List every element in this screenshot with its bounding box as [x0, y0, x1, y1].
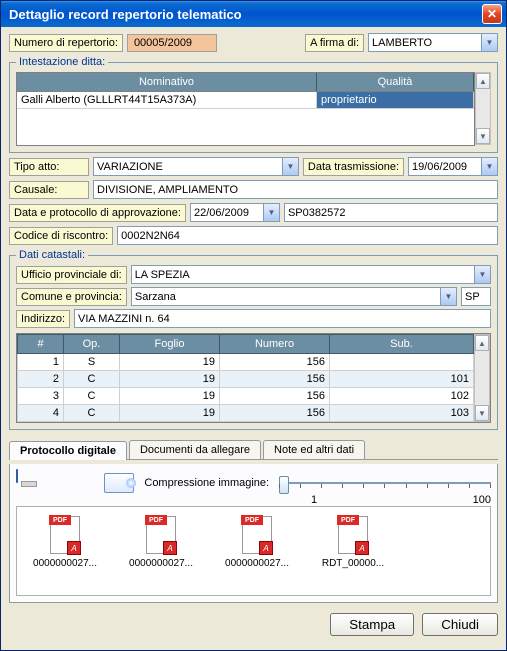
data-prot-num: SP0382572	[288, 207, 346, 219]
provincia-field[interactable]: SP	[461, 287, 491, 306]
compression-slider[interactable]	[279, 474, 491, 492]
scroll-up-icon[interactable]: ▲	[476, 73, 490, 89]
slider-max: 100	[473, 494, 491, 506]
file-name: 0000000027...	[121, 558, 201, 569]
chevron-down-icon: ▼	[481, 34, 497, 51]
tipo-atto-dropdown[interactable]: VARIAZIONE ▼	[93, 157, 299, 176]
file-item[interactable]: PDFA 0000000027...	[217, 515, 297, 587]
tipo-atto-value: VARIAZIONE	[97, 161, 163, 173]
chiudi-button[interactable]: Chiudi	[422, 613, 498, 636]
pdf-icon: PDFA	[337, 515, 369, 555]
catasto-legend: Dati catastali:	[16, 249, 88, 261]
tipo-atto-label: Tipo atto:	[9, 158, 89, 176]
comune-label: Comune e provincia:	[16, 288, 127, 306]
data-prot-date-field[interactable]: 22/06/2009 ▼	[190, 203, 280, 222]
col-sub: Sub.	[330, 335, 474, 354]
scanner-icon[interactable]	[104, 473, 134, 493]
indirizzo-field[interactable]: VIA MAZZINI n. 64	[74, 309, 491, 328]
chevron-down-icon: ▼	[481, 158, 497, 175]
uff-prov-label: Ufficio provinciale di:	[16, 266, 127, 284]
intestazione-fieldset: Intestazione ditta: Nominativo Qualità G…	[9, 56, 498, 153]
tab-panel: Compressione immagine: 1 100 PDFA00000	[9, 464, 498, 603]
file-item[interactable]: PDFA RDT_00000...	[313, 515, 393, 587]
provincia-value: SP	[465, 291, 480, 303]
num-repertorio-label: Numero di repertorio:	[9, 34, 123, 52]
uff-prov-dropdown[interactable]: LA SPEZIA ▼	[131, 265, 491, 284]
causale-value: DIVISIONE, AMPLIAMENTO	[97, 184, 238, 196]
scroll-up-icon[interactable]: ▲	[475, 335, 489, 351]
table-row[interactable]: 2C19156101	[18, 371, 474, 388]
top-row: Numero di repertorio: 00005/2009 A firma…	[9, 33, 498, 52]
intestazione-body: Galli Alberto (GLLLRT44T15A373A) proprie…	[16, 92, 475, 146]
file-name: RDT_00000...	[313, 558, 393, 569]
file-list: PDFA 0000000027... PDFA 0000000027... PDFA 00…	[16, 506, 491, 596]
file-name: 0000000027...	[217, 558, 297, 569]
data-trasm-value: 19/06/2009	[412, 161, 467, 173]
close-button[interactable]: ✕	[482, 4, 502, 24]
causale-field[interactable]: DIVISIONE, AMPLIAMENTO	[93, 180, 498, 199]
intestazione-header: Nominativo Qualità	[16, 72, 475, 92]
data-trasm-label: Data trasmissione:	[303, 158, 404, 176]
col-numero: Numero	[220, 335, 330, 354]
firma-value: LAMBERTO	[372, 37, 432, 49]
catasto-scrollbar[interactable]: ▲ ▼	[474, 334, 490, 422]
window-title: Dettaglio record repertorio telematico	[9, 7, 482, 22]
computer-icon[interactable]	[16, 470, 42, 496]
stampa-button[interactable]: Stampa	[330, 613, 414, 636]
titlebar: Dettaglio record repertorio telematico ✕	[1, 1, 506, 27]
chevron-down-icon: ▼	[282, 158, 298, 175]
indirizzo-value: VIA MAZZINI n. 64	[78, 313, 170, 325]
table-row[interactable]: 1S19156	[18, 354, 474, 371]
pdf-icon: PDFA	[241, 515, 273, 555]
file-name: 0000000027...	[25, 558, 105, 569]
uff-prov-value: LA SPEZIA	[135, 269, 190, 281]
intestazione-scrollbar[interactable]: ▲ ▼	[475, 72, 491, 145]
file-item[interactable]: PDFA 0000000027...	[25, 515, 105, 587]
firma-dropdown[interactable]: LAMBERTO ▼	[368, 33, 498, 52]
table-row[interactable]: Galli Alberto (GLLLRT44T15A373A) proprie…	[17, 92, 474, 109]
data-trasm-field[interactable]: 19/06/2009 ▼	[408, 157, 498, 176]
causale-label: Causale:	[9, 181, 89, 199]
col-nominativo: Nominativo	[17, 73, 317, 91]
catasto-fieldset: Dati catastali: Ufficio provinciale di: …	[9, 249, 498, 430]
catasto-table: # Op. Foglio Numero Sub. 1S191562C191561…	[17, 334, 474, 422]
intestazione-legend: Intestazione ditta:	[16, 56, 108, 68]
data-prot-date: 22/06/2009	[194, 207, 249, 219]
scroll-down-icon[interactable]: ▼	[476, 128, 490, 144]
tab-note[interactable]: Note ed altri dati	[263, 440, 365, 459]
col-op: Op.	[64, 335, 120, 354]
cell-nominativo: Galli Alberto (GLLLRT44T15A373A)	[17, 92, 317, 109]
comune-value: Sarzana	[135, 291, 176, 303]
cod-risc-field[interactable]: 0002N2N64	[117, 226, 498, 245]
col-foglio: Foglio	[120, 335, 220, 354]
table-row[interactable]: 4C19156103	[18, 405, 474, 422]
chevron-down-icon: ▼	[263, 204, 279, 221]
indirizzo-label: Indirizzo:	[16, 310, 70, 328]
col-qualita: Qualità	[317, 73, 474, 91]
tab-protocollo[interactable]: Protocollo digitale	[9, 441, 127, 460]
chevron-down-icon: ▼	[440, 288, 456, 305]
scroll-down-icon[interactable]: ▼	[475, 405, 489, 421]
data-prot-num-field[interactable]: SP0382572	[284, 203, 498, 222]
dialog-window: Dettaglio record repertorio telematico ✕…	[0, 0, 507, 651]
table-row[interactable]: 3C19156102	[18, 388, 474, 405]
firma-label: A firma di:	[305, 34, 364, 52]
cod-risc-label: Codice di riscontro:	[9, 227, 113, 245]
compress-label: Compressione immagine:	[144, 477, 269, 489]
comune-dropdown[interactable]: Sarzana ▼	[131, 287, 457, 306]
col-n: #	[18, 335, 64, 354]
cod-risc-value: 0002N2N64	[121, 230, 180, 242]
pdf-icon: PDFA	[145, 515, 177, 555]
chevron-down-icon: ▼	[474, 266, 490, 283]
content-area: Numero di repertorio: 00005/2009 A firma…	[1, 27, 506, 650]
tab-bar: Protocollo digitale Documenti da allegar…	[9, 440, 498, 460]
tab-documenti[interactable]: Documenti da allegare	[129, 440, 261, 459]
cell-qualita: proprietario	[317, 92, 474, 109]
data-prot-label: Data e protocollo di approvazione:	[9, 204, 186, 222]
pdf-icon: PDFA	[49, 515, 81, 555]
num-repertorio-value: 00005/2009	[127, 34, 217, 52]
file-item[interactable]: PDFA 0000000027...	[121, 515, 201, 587]
slider-min: 1	[311, 494, 317, 506]
